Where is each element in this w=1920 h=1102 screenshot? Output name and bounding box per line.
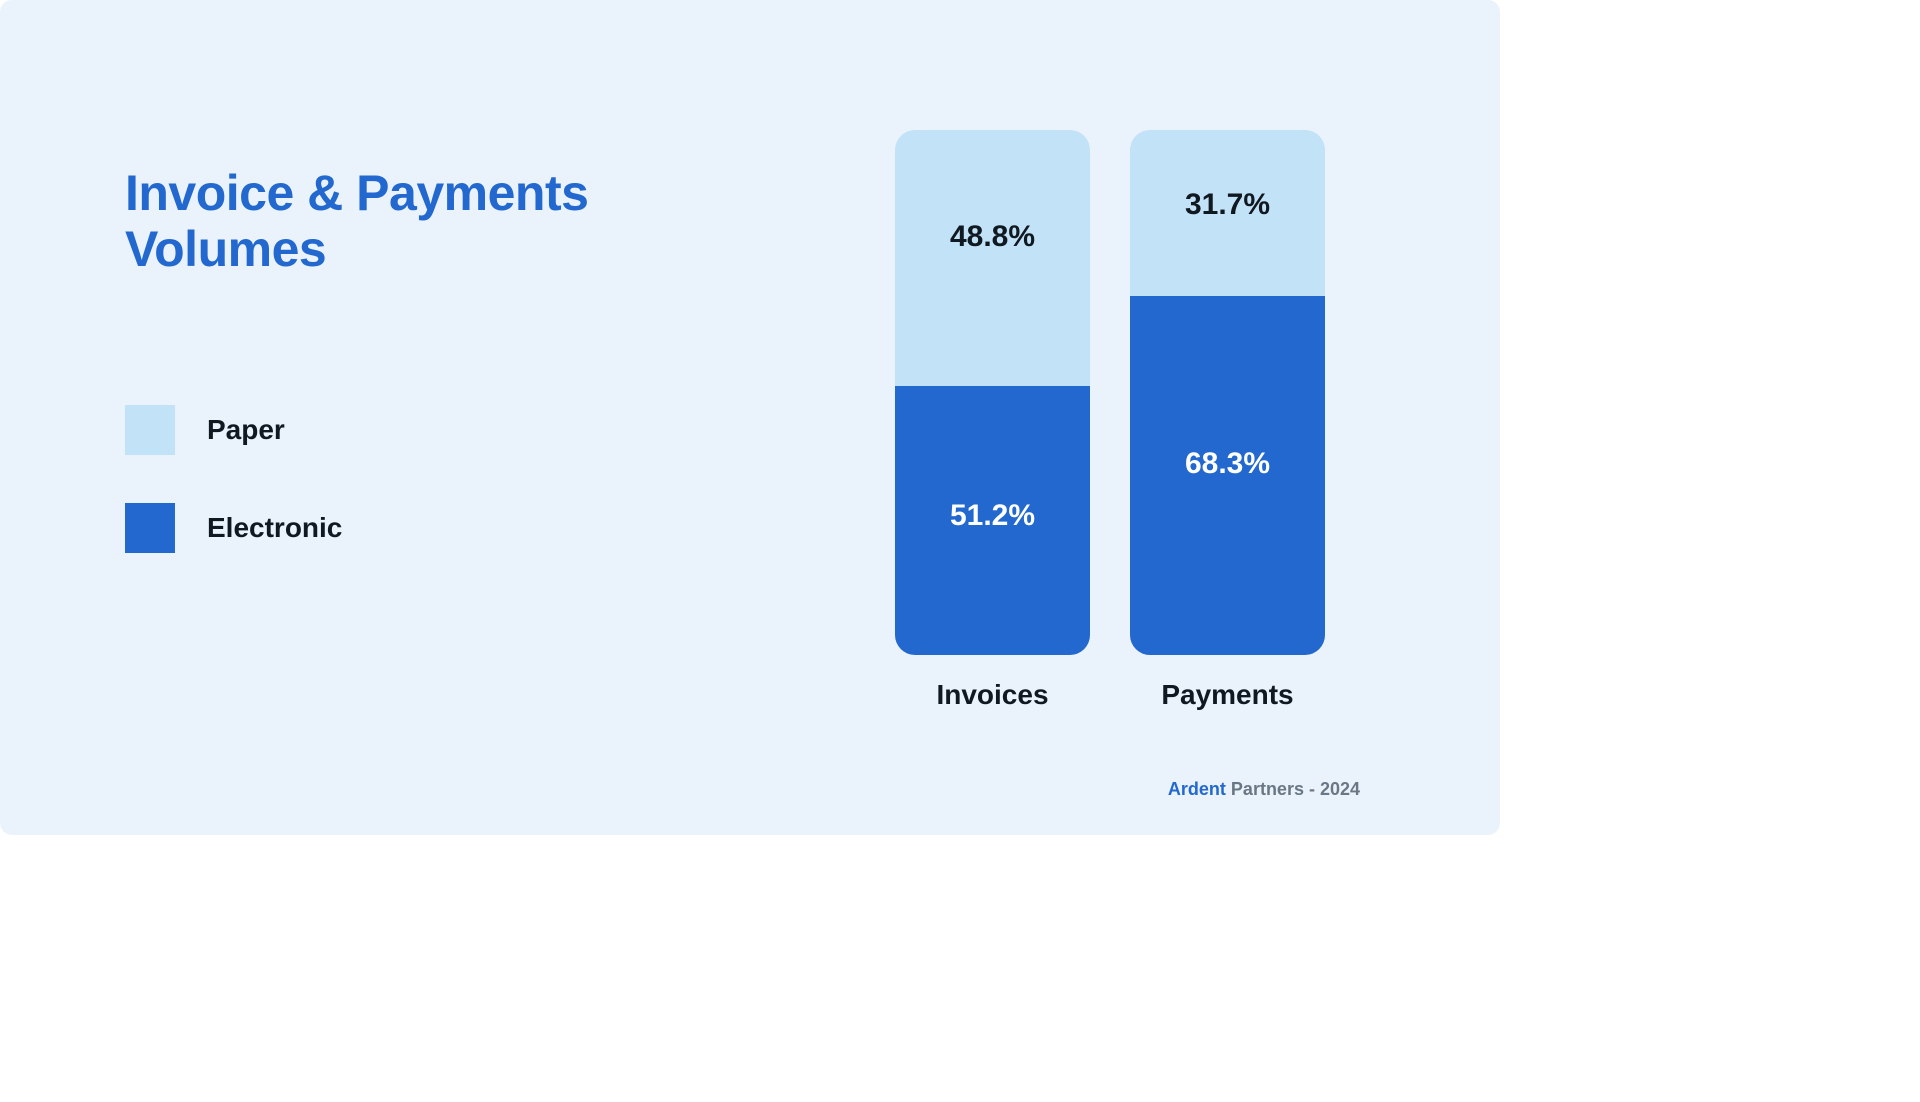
bar-group: 31.7%68.3% Payments [1130, 130, 1325, 711]
bar-segment-paper: 31.7% [1130, 130, 1325, 296]
legend-swatch-electronic [125, 503, 175, 553]
chart-title-line1: Invoice & Payments [125, 165, 588, 221]
legend-item-electronic: Electronic [125, 503, 342, 553]
stacked-bar-chart: 48.8%51.2% Invoices 31.7%68.3% Payments [895, 130, 1325, 711]
legend-swatch-paper [125, 405, 175, 455]
chart-title-line2: Volumes [125, 221, 588, 277]
bar-axis-label: Invoices [936, 679, 1048, 711]
bar-segment-electronic: 68.3% [1130, 296, 1325, 655]
bar-axis-label: Payments [1161, 679, 1293, 711]
attribution: Ardent Partners - 2024 [1168, 779, 1360, 800]
bar-segment-paper: 48.8% [895, 130, 1090, 386]
attribution-rest: Partners - 2024 [1226, 779, 1360, 799]
bar: 48.8%51.2% [895, 130, 1090, 655]
bar-group: 48.8%51.2% Invoices [895, 130, 1090, 711]
legend: Paper Electronic [125, 405, 342, 553]
legend-item-paper: Paper [125, 405, 342, 455]
chart-canvas: Invoice & Payments Volumes Paper Electron… [0, 0, 1500, 835]
legend-label-electronic: Electronic [207, 512, 342, 544]
legend-label-paper: Paper [207, 414, 285, 446]
attribution-brand: Ardent [1168, 779, 1226, 799]
bar-segment-electronic: 51.2% [895, 386, 1090, 655]
chart-title: Invoice & Payments Volumes [125, 165, 588, 277]
bar: 31.7%68.3% [1130, 130, 1325, 655]
